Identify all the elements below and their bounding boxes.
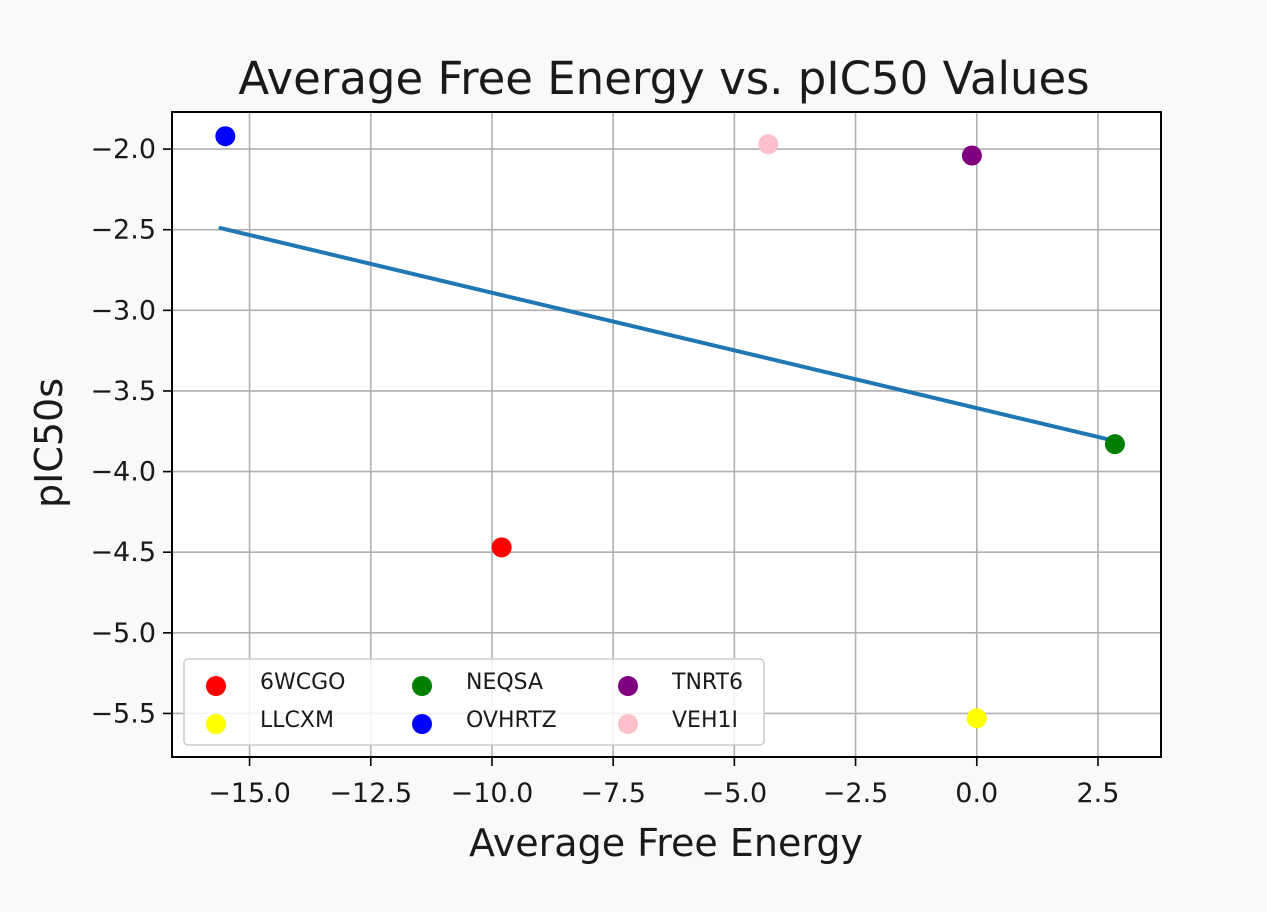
x-axis-label: Average Free Energy	[469, 821, 863, 865]
fit-line-group	[218, 226, 1117, 443]
x-tick-label: 2.5	[1076, 778, 1119, 809]
data-point	[491, 537, 512, 558]
regression-line	[218, 226, 1117, 443]
y-tick-label: −4.5	[90, 537, 156, 568]
data-point	[1104, 434, 1125, 455]
data-point	[966, 708, 987, 729]
plot-frame	[171, 111, 1162, 758]
x-tick-label: −10.0	[451, 778, 534, 809]
x-tick-label: −7.5	[580, 778, 646, 809]
y-tick-label: −3.5	[90, 376, 156, 407]
legend-marker	[412, 714, 432, 734]
legend-marker	[206, 714, 226, 734]
x-tick-label: −12.5	[329, 778, 412, 809]
plot-area	[172, 112, 1161, 757]
grid	[172, 112, 1161, 757]
x-tick-label: −15.0	[208, 778, 291, 809]
data-point	[961, 145, 982, 166]
x-tick-label: −2.5	[823, 778, 889, 809]
legend-label: VEH1I	[672, 708, 738, 733]
y-tick-label: −5.0	[90, 618, 156, 649]
legend-label: 6WCGO	[260, 670, 345, 695]
y-tick-label: −2.5	[90, 215, 156, 246]
legend-marker	[412, 676, 432, 696]
chart-title: Average Free Energy vs. pIC50 Values	[238, 52, 1089, 105]
legend-marker	[206, 676, 226, 696]
data-point	[758, 134, 779, 155]
legend: 6WCGO LLCXM NEQSA OVHRTZ TNRT6 VEH1I	[183, 658, 765, 746]
y-tick-label: −2.0	[90, 134, 156, 165]
x-tick-label: 0.0	[955, 778, 998, 809]
legend-label: LLCXM	[260, 708, 334, 733]
legend-marker	[618, 714, 638, 734]
legend-label: NEQSA	[466, 670, 543, 695]
legend-label: OVHRTZ	[466, 708, 557, 733]
y-axis-label: pIC50s	[27, 378, 71, 508]
legend-label: TNRT6	[671, 670, 743, 695]
y-tick-label: −3.0	[90, 295, 156, 326]
axes: −15.0 −12.5 −10.0 −7.5 −5.0 −2.5 0.0 2.5 −2.0 −2.…	[90, 111, 1162, 809]
data-point	[215, 126, 236, 147]
data-points	[215, 126, 1125, 729]
y-tick-label: −4.0	[90, 457, 156, 488]
y-tick-label: −5.5	[90, 698, 156, 729]
x-tick-label: −5.0	[702, 778, 768, 809]
legend-marker	[618, 676, 638, 696]
